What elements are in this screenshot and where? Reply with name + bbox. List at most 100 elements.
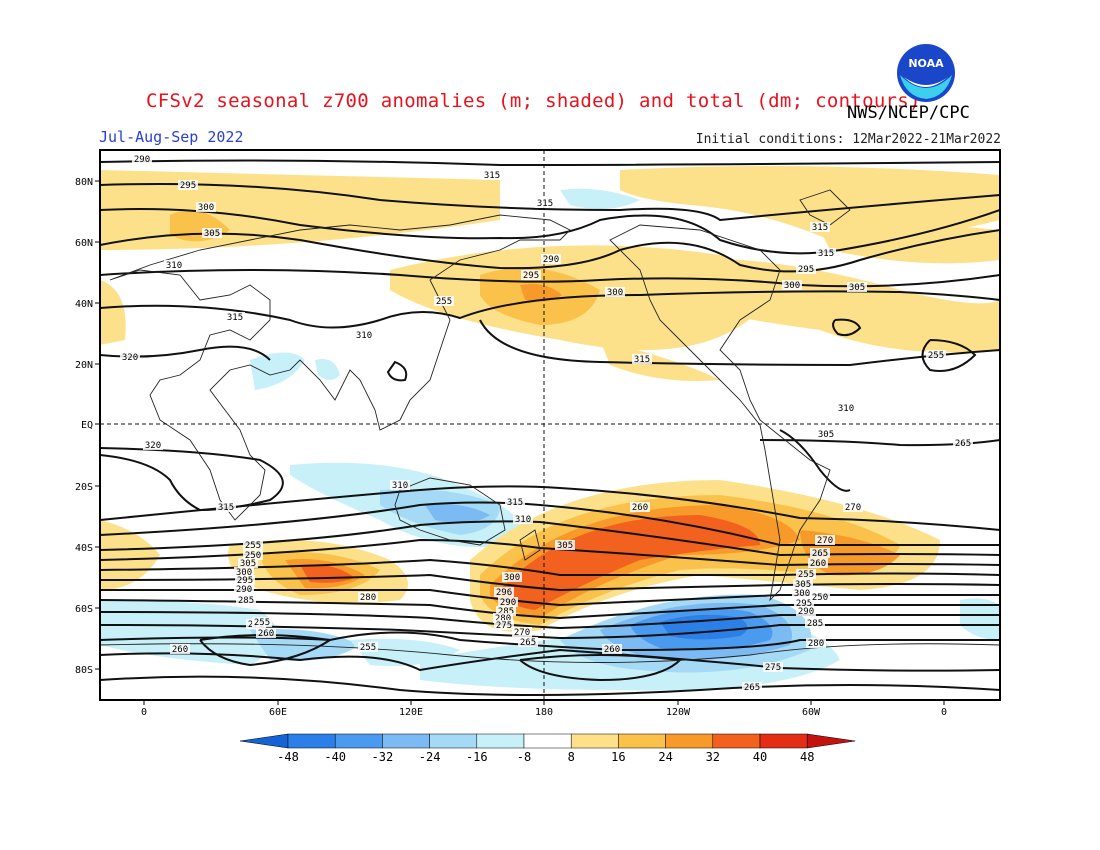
contour-label: 305	[240, 559, 256, 569]
contour-label: 315	[507, 498, 523, 508]
contour-255-s2	[100, 675, 1000, 696]
contour-label-bg	[953, 438, 973, 448]
contour-label-bg	[815, 535, 835, 545]
lat-label-20s: 20S	[75, 482, 93, 493]
contour-label: 320	[122, 353, 138, 363]
contour-255-closed	[199, 634, 333, 667]
contour-label: 310	[356, 331, 372, 341]
contour-label: 305	[849, 283, 865, 293]
coast-greenland	[799, 189, 851, 226]
lon-label-0-left: 0	[141, 707, 147, 718]
contour-label-bg	[502, 572, 522, 582]
contour-label: 305	[557, 541, 573, 551]
contour-label: 280	[360, 593, 376, 603]
anom-pos-s-atlantic-west	[100, 520, 160, 590]
contour-label-bg	[390, 480, 410, 490]
lon-axis: 0 60E 120E 180 120W 60W 0	[141, 700, 947, 718]
contour-label-bg	[505, 497, 525, 507]
contour-label-bg	[164, 260, 184, 270]
contour-label-bg	[243, 540, 263, 550]
contour-label-bg	[434, 296, 454, 306]
colorbar-label: 8	[568, 750, 575, 764]
contour-label: 260	[604, 645, 620, 655]
contour-label: 280	[495, 614, 511, 624]
colorbar-arrow-high	[806, 733, 856, 749]
contour-label-bg	[512, 627, 532, 637]
noaa-logo-text: NOAA	[908, 57, 944, 70]
colorbar-label: 40	[753, 750, 767, 764]
contour-label: 290	[236, 585, 252, 595]
contour-label: 255	[360, 643, 376, 653]
lat-label: 80N	[75, 177, 100, 188]
contour-label: 255	[798, 570, 814, 580]
contour-label-bg	[216, 502, 236, 512]
contour-label: 285	[498, 607, 514, 617]
contour-label-bg	[630, 502, 650, 512]
contour-label-bg	[518, 637, 538, 647]
contour-label: 315	[218, 503, 234, 513]
lon-label-120e: 120E	[399, 707, 423, 718]
contour-label-bg	[605, 287, 625, 297]
contour-label: 285	[807, 619, 823, 629]
coast-eurasia-africa	[109, 214, 571, 521]
contour-label-bg	[354, 330, 374, 340]
coast-americas	[609, 224, 831, 602]
colorbar-swatch	[618, 733, 666, 749]
contour-label: 310	[166, 261, 182, 271]
colorbar-swatch	[287, 733, 336, 749]
contour-label: 270	[845, 503, 861, 513]
contour-label-bg	[493, 613, 513, 623]
contour-label-bg	[810, 592, 830, 602]
anom-neg-arabia	[250, 352, 305, 390]
lat-axis: 80N 60N 40N 20N EQ 20S 40S 60S 80S	[75, 177, 100, 676]
contour-255-s	[100, 648, 1000, 672]
contour-label-bg	[793, 579, 813, 589]
contour-315-s1	[100, 447, 284, 512]
coast-antarctica	[100, 643, 1000, 663]
anom-neg-bering	[560, 188, 640, 209]
lat-label-eq: EQ	[81, 420, 93, 431]
contour-label: 300	[794, 589, 810, 599]
contour-305-s	[100, 501, 1000, 547]
contour-label: 295	[796, 599, 812, 609]
contour-label: 265	[955, 439, 971, 449]
lat-label-60s: 60S	[75, 604, 93, 615]
contour-label: 270	[817, 536, 833, 546]
contour-290-s	[100, 558, 1000, 577]
contour-label-bg	[926, 350, 946, 360]
contour-270-s	[100, 611, 1000, 630]
anom-neg-s-ocean-west	[100, 600, 278, 665]
lat-label-80n: 80N	[75, 177, 93, 188]
contour-label-bg	[120, 352, 140, 362]
contour-label-bg	[498, 597, 518, 607]
contour-label: 320	[145, 441, 161, 451]
lat-label-80s: 80S	[75, 665, 93, 676]
contour-label: 255	[928, 351, 944, 361]
contour-label-bg	[482, 170, 502, 180]
contour-label: 265	[520, 638, 536, 648]
contour-label-bg	[143, 440, 163, 450]
contour-310-s	[100, 485, 1000, 531]
colorbar-swatch	[759, 733, 808, 749]
colorbar-label: 24	[658, 750, 672, 764]
contour-label-bg	[238, 558, 258, 568]
contour-label-bg	[202, 228, 222, 238]
contour-label: 315	[634, 355, 650, 365]
lon-label-60e: 60E	[269, 707, 287, 718]
anom-neg-s-atlantic-east	[960, 598, 1000, 640]
contour-label: 265	[744, 683, 760, 693]
coast-australia	[394, 477, 506, 546]
lon-label-0-right: 0	[941, 707, 947, 718]
contour-285-s	[100, 573, 1000, 592]
contour-label: 260	[172, 645, 188, 655]
contour-label: 310	[392, 481, 408, 491]
coastlines	[100, 189, 1000, 663]
colorbar-label: -24	[419, 750, 441, 764]
contour-label: 255	[436, 297, 452, 307]
map-frame	[99, 149, 1001, 701]
contour-label-bg	[225, 312, 245, 322]
contour-300-s	[100, 520, 1000, 557]
contour-label-bg	[256, 628, 276, 638]
contour-labels: 2902953003053103153203103153203153153152…	[120, 154, 973, 693]
